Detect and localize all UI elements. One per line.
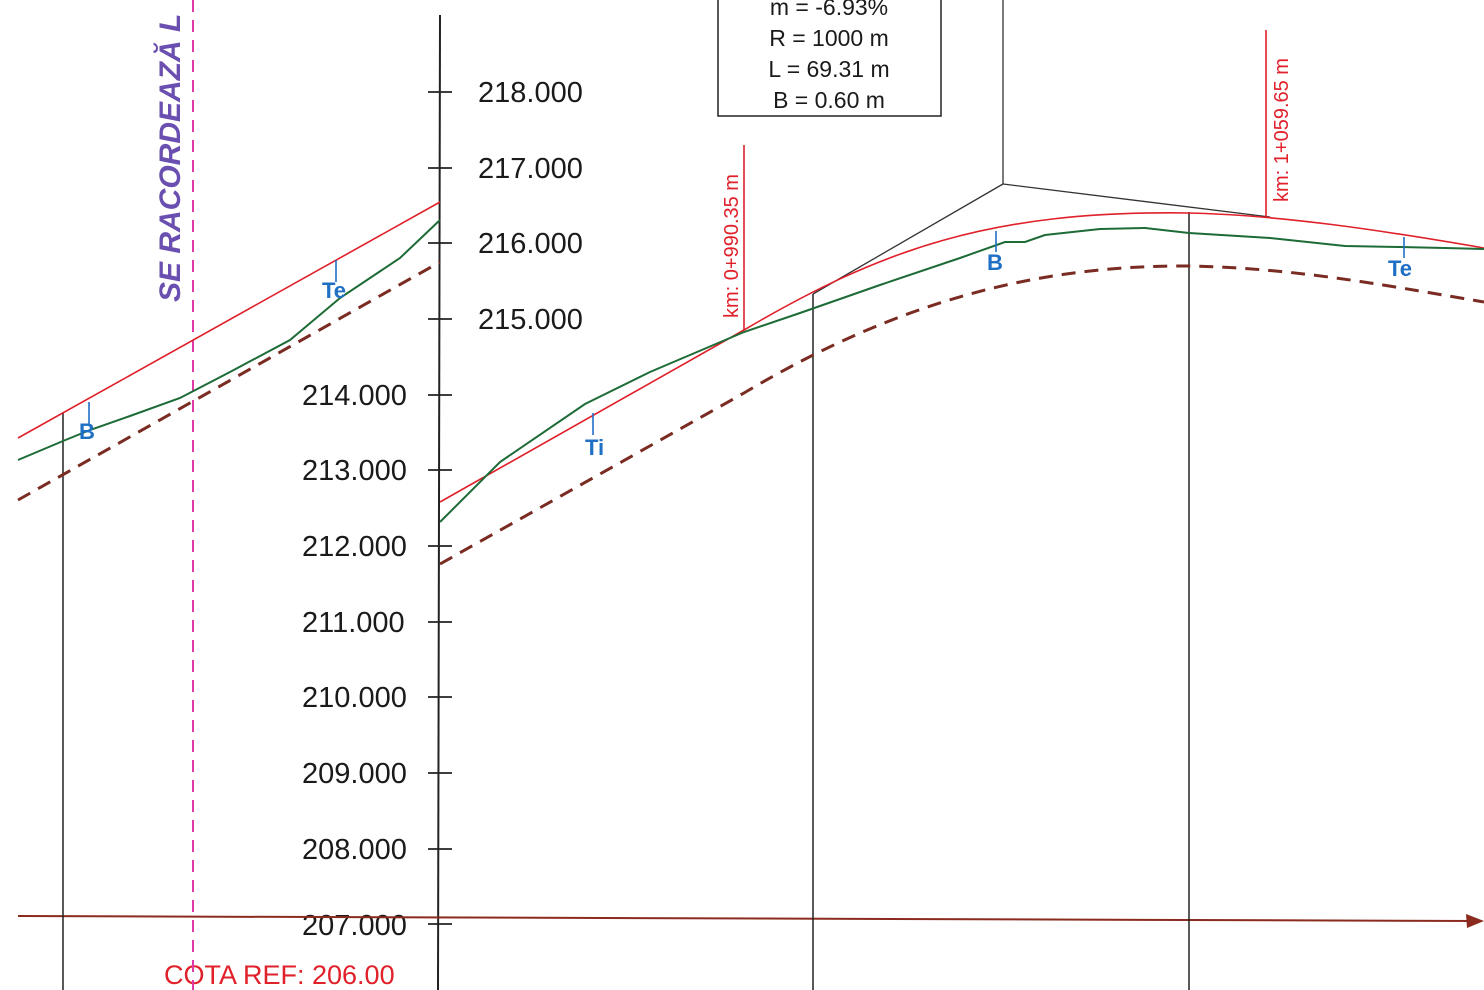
elevation-label: 218.000 xyxy=(478,77,583,109)
point-label: B xyxy=(79,419,95,444)
point-label: Te xyxy=(1388,256,1412,281)
km-marker-first: km: 0+990.35 m xyxy=(721,145,745,330)
tangent-lines xyxy=(812,0,1271,295)
elevation-label: 216.000 xyxy=(478,228,583,260)
curve-parameters-box: m = -6.93% R = 1000 m L = 69.31 m B = 0.… xyxy=(717,0,942,117)
elevation-label: 212.000 xyxy=(302,531,407,563)
station-lines xyxy=(62,212,1190,990)
curve-grade: m = -6.93% xyxy=(770,0,888,20)
curve-radius: R = 1000 m xyxy=(769,25,889,51)
elevation-label: 209.000 xyxy=(302,758,407,790)
elevation-axis: 218.000 217.000 216.000 215.000 214.000 … xyxy=(302,14,583,990)
point-marker-ti: Ti xyxy=(585,413,604,460)
design-grade-line xyxy=(17,201,1484,503)
curve-length: L = 69.31 m xyxy=(768,56,889,82)
elevation-label: 211.000 xyxy=(302,607,405,639)
elevation-label: 208.000 xyxy=(302,834,407,866)
point-label: B xyxy=(987,250,1003,275)
km-label: km: 0+990.35 m xyxy=(721,174,743,318)
elevation-label: 207.000 xyxy=(302,910,407,942)
point-marker-te-left: Te xyxy=(322,260,346,303)
point-label: Te xyxy=(322,278,346,303)
point-marker-b-mid: B xyxy=(987,231,1003,275)
elevation-label: 214.000 xyxy=(302,380,407,412)
km-label: km: 1+059.65 m xyxy=(1271,58,1293,202)
point-marker-te-right: Te xyxy=(1388,237,1412,281)
curve-bisector: B = 0.60 m xyxy=(773,87,885,113)
elevation-label: 210.000 xyxy=(302,682,407,714)
reference-level-label: COTA REF: 206.00 xyxy=(164,960,395,990)
elevation-label: 217.000 xyxy=(478,153,583,185)
km-marker-second: km: 1+059.65 m xyxy=(1265,30,1293,218)
point-label: Ti xyxy=(585,435,604,460)
terrain-line xyxy=(17,219,1484,523)
bottom-dashed-line xyxy=(17,260,1484,566)
elevation-label: 213.000 xyxy=(302,455,407,487)
elevation-label: 215.000 xyxy=(478,304,583,336)
reference-baseline xyxy=(17,914,1484,928)
side-note: SE RACORDEAZĂ L xyxy=(153,14,187,302)
point-marker-b-left: B xyxy=(79,402,95,444)
